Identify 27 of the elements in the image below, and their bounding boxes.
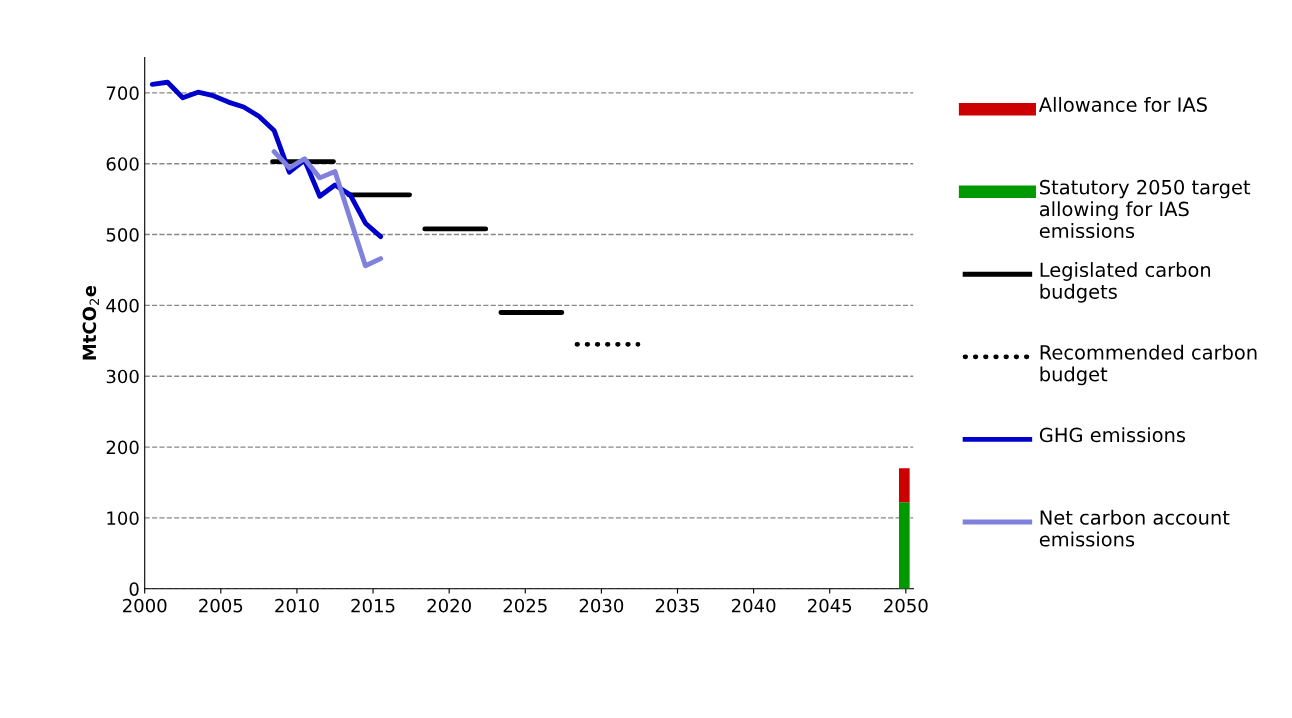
x-tick-label: 2030 [579,598,624,613]
y-tick-label: 0 [129,582,139,596]
legend-label: Allowance for IAS [1038,96,1207,112]
y-tick-label: 300 [106,369,139,384]
y-tick-label: 600 [106,157,139,171]
y-tick-label: 100 [107,511,139,526]
y-tick-label: 700 [106,86,139,100]
legend-label: Legislated carbon budgets [1040,262,1211,303]
line-series [271,149,384,269]
y-tick-label: 500 [106,228,139,242]
x-tick-label: 2045 [808,598,852,613]
y-tick-label: 200 [106,440,139,455]
y-axis-title: MtCO$_{2}$e [82,285,99,360]
x-tick-label: 2010 [275,598,319,613]
legend-label: GHG emissions [1039,427,1186,443]
x-tick-label: 2050 [884,598,928,613]
x-tick-label: 2040 [731,598,776,613]
x-tick-label: 2025 [503,598,547,613]
x-tick-label: 2035 [655,598,699,613]
legend-label: Recommended carbon budget [1040,344,1257,386]
x-tick-label: 2015 [351,598,395,613]
y-tick-label: 400 [106,298,139,313]
x-tick-label: 2020 [427,598,471,613]
legend-label: Statutory 2050 target allowing for IAS emissions [1039,179,1251,239]
x-tick-label: 2005 [199,598,243,613]
legend-label: Net carbon account emissions [1039,509,1230,547]
x-tick-label: 2000 [123,598,167,613]
